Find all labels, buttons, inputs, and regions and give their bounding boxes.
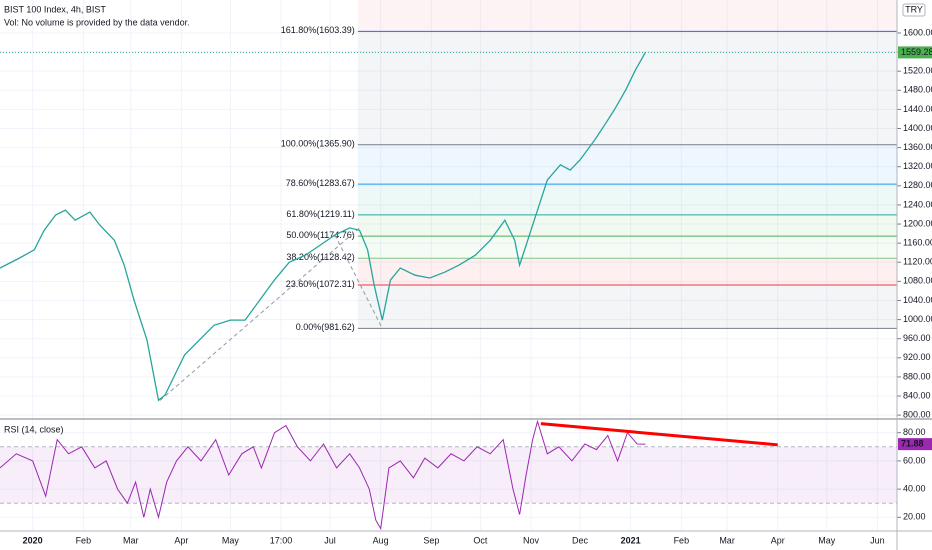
fib-band <box>357 258 897 286</box>
fib-label: 100.00%(1365.90) <box>281 139 355 149</box>
series-line <box>0 419 646 531</box>
y-tick-label: 1360.00 <box>903 142 932 152</box>
rsi-trendline <box>540 422 778 447</box>
rsi-band <box>0 446 897 504</box>
y-tick-label: 960.00 <box>903 333 931 343</box>
rsi-tag <box>898 438 932 451</box>
fib-label: 23.60%(1072.31) <box>286 279 355 289</box>
y-tick-label: 1120.00 <box>903 257 932 267</box>
y-tick-label: 1520.00 <box>903 66 932 76</box>
y-tick-label: 1080.00 <box>903 276 932 286</box>
x-tick-label: Feb <box>76 535 92 545</box>
fib-label: 0.00%(981.62) <box>296 322 355 332</box>
y-tick-label: 1280.00 <box>903 180 932 190</box>
y-tick-label: 1600.00 <box>903 27 932 37</box>
x-tick-label: Mar <box>719 535 735 545</box>
currency-label: TRY <box>905 4 923 14</box>
y-tick-label: 1240.00 <box>903 199 932 209</box>
y-tick-label: 1320.00 <box>903 161 932 171</box>
y-tick-label: 1160.00 <box>903 238 932 248</box>
x-tick-label: May <box>222 535 240 545</box>
chart-title: BIST 100 Index, 4h, BIST <box>4 4 106 14</box>
trendline <box>334 234 383 329</box>
fib-label: 38.20%(1128.42) <box>286 252 354 262</box>
x-tick-label: May <box>818 535 836 545</box>
y-tick-label: 800.00 <box>903 410 931 420</box>
fib-band <box>357 236 897 259</box>
rsi-title: RSI (14, close) <box>4 424 64 434</box>
x-tick-label: Apr <box>771 535 785 545</box>
fib-label: 50.00%(1174.76) <box>286 230 354 240</box>
y-tick-label: 840.00 <box>903 390 931 400</box>
fib-band <box>357 144 897 185</box>
fib-band <box>357 214 897 237</box>
fib-band <box>357 31 897 145</box>
trendline <box>159 227 360 401</box>
fib-label: 161.80%(1603.39) <box>281 25 355 35</box>
series-line <box>0 52 646 402</box>
last-price-label: 1559.28 <box>901 47 932 57</box>
y-tick-label: 40.00 <box>903 483 926 493</box>
y-tick-label: 1000.00 <box>903 314 932 324</box>
x-tick-label: Jul <box>324 535 336 545</box>
x-tick-label: Aug <box>373 535 389 545</box>
rsi-last-label: 71.88 <box>901 439 924 449</box>
x-tick-label: Apr <box>174 535 188 545</box>
x-tick-label: 2021 <box>621 535 641 545</box>
y-tick-label: 1040.00 <box>903 295 932 305</box>
x-tick-label: Oct <box>473 535 488 545</box>
x-tick-label: Feb <box>674 535 690 545</box>
x-tick-label: Jun <box>870 535 885 545</box>
x-tick-label: Sep <box>423 535 439 545</box>
y-tick-label: 1440.00 <box>903 104 932 114</box>
fib-band <box>357 285 897 329</box>
fib-label: 78.60%(1283.67) <box>286 178 355 188</box>
x-tick-label: Dec <box>572 535 589 545</box>
fib-band <box>357 184 897 215</box>
y-tick-label: 60.00 <box>903 455 926 465</box>
y-tick-label: 880.00 <box>903 371 931 381</box>
currency-box <box>902 3 926 17</box>
fib-label: 61.80%(1219.11) <box>286 209 354 219</box>
y-tick-label: 80.00 <box>903 427 926 437</box>
y-tick-label: 920.00 <box>903 352 931 362</box>
fib-band <box>357 0 897 32</box>
last-price-tag <box>898 46 932 59</box>
chart-subtitle: Vol: No volume is provided by the data v… <box>4 17 190 27</box>
y-tick-label: 1480.00 <box>903 85 932 95</box>
y-tick-label: 20.00 <box>903 512 926 522</box>
x-tick-label: Nov <box>523 535 540 545</box>
x-tick-label: Mar <box>123 535 139 545</box>
x-tick-label: 2020 <box>23 535 43 545</box>
x-tick-label: 17:00 <box>270 535 293 545</box>
y-tick-label: 1400.00 <box>903 123 932 133</box>
y-tick-label: 1200.00 <box>903 218 932 228</box>
